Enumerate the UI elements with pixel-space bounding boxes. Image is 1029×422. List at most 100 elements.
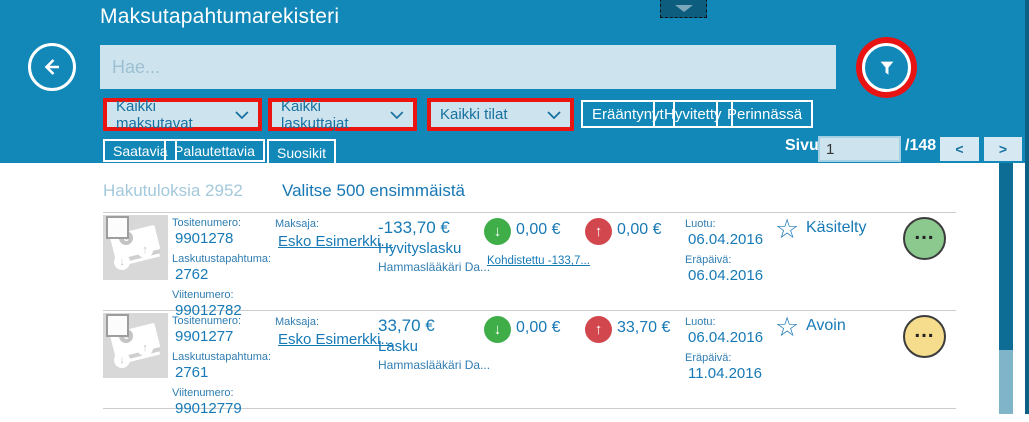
outgoing-amount: 33,70 €	[617, 319, 671, 336]
biller-name: Hammaslääkäri Da...	[378, 358, 491, 372]
dropdown-label: Kaikki laskuttajat	[281, 97, 349, 132]
tositenumero-value: 9901278	[175, 230, 234, 247]
erapaiva-value: 06.04.2016	[688, 267, 764, 284]
tositenumero-label: Tositenumero:	[172, 217, 242, 229]
viitenumero-label: Viitenumero:	[172, 289, 234, 301]
dropdown-laskuttajat[interactable]: Kaikki laskuttajat	[268, 97, 417, 132]
incoming-arrow-icon: ↓	[484, 316, 511, 343]
erapaiva-value: 11.04.2016	[688, 365, 762, 382]
filter-palautettavia-button[interactable]: Palautettavia	[164, 139, 265, 162]
chevron-down-icon	[390, 110, 404, 119]
arrow-up-coin-icon: ↑	[137, 242, 153, 258]
prev-page-button[interactable]: <	[940, 137, 979, 161]
dates-column: Luotu: 06.04.2016 Eräpäivä: 11.04.2016	[685, 315, 763, 387]
row-divider	[103, 310, 956, 311]
incoming-amount: 0,00 €	[516, 319, 561, 336]
row-checkbox[interactable]	[106, 216, 129, 239]
status-text: Avoin	[806, 317, 846, 334]
row-actions-button[interactable]: …	[903, 315, 946, 358]
invoice-amount: 33,70 €	[378, 316, 435, 335]
select-first-500-link[interactable]: Valitse 500 ensimmäistä	[282, 181, 465, 200]
viitenumero-label: Viitenumero:	[172, 387, 234, 399]
page-number-input[interactable]	[818, 136, 901, 162]
back-arrow-icon	[44, 59, 59, 75]
dropdown-tilat[interactable]: Kaikki tilat	[427, 98, 574, 131]
laskutustapahtuma-label: Laskutustapahtuma:	[172, 253, 272, 265]
filter-perinnassa-button[interactable]: Perinnässä	[716, 100, 814, 128]
back-button[interactable]	[28, 43, 76, 91]
arrow-up-coin-icon: ↑	[137, 340, 153, 356]
search-input[interactable]	[100, 45, 836, 89]
outgoing-arrow-icon: ↑	[585, 316, 612, 343]
dropdown-label: Kaikki tilat	[440, 106, 508, 123]
payer-column: Maksaja: Esko Esimerkki...	[275, 315, 393, 349]
luotu-label: Luotu:	[685, 316, 716, 328]
laskutustapahtuma-value: 2762	[175, 266, 209, 283]
tositenumero-value: 9901277	[175, 328, 234, 345]
incoming-amount: 0,00 €	[516, 221, 561, 238]
kohdistettu-link[interactable]: Kohdistettu -133,7...	[487, 255, 590, 267]
amount-column: 33,70 € Lasku Hammaslääkäri Da...	[378, 316, 490, 373]
filter-saatavia-button[interactable]: Saatavia	[103, 139, 178, 162]
ellipsis-icon: …	[913, 221, 936, 244]
dropdown-maksutavat[interactable]: Kaikki maksutavat	[103, 97, 262, 132]
filter-button[interactable]	[862, 43, 911, 92]
payer-link[interactable]: Esko Esimerkki...	[278, 233, 394, 250]
amount-column: -133,70 € Hyvityslasku Hammaslääkäri Da.…	[378, 218, 490, 275]
viitenumero-value: 99012779	[175, 400, 242, 417]
erapaiva-label: Eräpäivä:	[685, 352, 732, 364]
row-divider	[103, 212, 956, 213]
transaction-row: € ↑ ↓ Tositenumero: 9901277 Laskutustapa…	[0, 311, 1029, 417]
next-page-button[interactable]: >	[984, 137, 1022, 161]
filter-eraantynyt-button[interactable]: Erääntynyt	[581, 100, 675, 128]
payer-link[interactable]: Esko Esimerkki...	[278, 331, 394, 348]
invoice-type: Lasku	[378, 338, 419, 355]
biller-name: Hammaslääkäri Da...	[378, 260, 491, 274]
viitenumero-value: 99012782	[175, 302, 242, 319]
dropdown-label: Kaikki maksutavat	[116, 97, 193, 132]
document-details-column: Tositenumero: 9901278 Laskutustapahtuma:…	[172, 216, 271, 324]
erapaiva-label: Eräpäivä:	[685, 254, 732, 266]
arrow-down-coin-icon: ↓	[114, 352, 130, 368]
page-label: Sivu	[785, 137, 819, 154]
arrow-down-coin-icon: ↓	[114, 254, 130, 270]
tositenumero-label: Tositenumero:	[172, 315, 242, 327]
filter-hyvitetty-button[interactable]: Hyvitetty	[653, 100, 733, 128]
window-edge-strip	[1025, 0, 1029, 414]
chevron-down-icon	[235, 110, 249, 119]
invoice-type: Hyvityslasku	[378, 240, 462, 257]
transaction-row: € ↑ ↓ Tositenumero: 9901278 Laskutustapa…	[0, 213, 1029, 319]
vertical-scrollbar-thumb[interactable]	[999, 163, 1013, 350]
page-total: /148	[905, 137, 937, 154]
filter-suosikit-button[interactable]: Suosikit	[267, 139, 337, 167]
favorite-star-icon[interactable]: ☆	[775, 312, 800, 342]
payer-column: Maksaja: Esko Esimerkki...	[275, 217, 393, 251]
invoice-amount: -133,70 €	[378, 218, 450, 237]
row-checkbox[interactable]	[106, 314, 129, 337]
laskutustapahtuma-label: Laskutustapahtuma:	[172, 351, 272, 363]
appbar-toggle-button[interactable]	[660, 0, 707, 18]
row-actions-button[interactable]: …	[903, 217, 946, 260]
top-bar: Maksutapahtumarekisteri Kaikki maksutava…	[0, 0, 1029, 167]
luotu-label: Luotu:	[685, 218, 716, 230]
maksaja-label: Maksaja:	[275, 316, 320, 328]
page-title: Maksutapahtumarekisteri	[100, 5, 340, 28]
luotu-value: 06.04.2016	[688, 231, 764, 248]
chevron-down-icon	[547, 110, 561, 119]
laskutustapahtuma-value: 2761	[175, 364, 209, 381]
ellipsis-icon: …	[913, 319, 936, 342]
document-details-column: Tositenumero: 9901277 Laskutustapahtuma:…	[172, 314, 271, 422]
favorite-star-icon[interactable]: ☆	[775, 214, 800, 244]
filter-funnel-icon	[880, 61, 893, 75]
status-text: Käsitelty	[806, 219, 867, 236]
luotu-value: 06.04.2016	[688, 329, 764, 346]
outgoing-arrow-icon: ↑	[585, 218, 612, 245]
results-count: Hakutuloksia 2952	[103, 181, 243, 200]
dates-column: Luotu: 06.04.2016 Eräpäivä: 06.04.2016	[685, 217, 763, 289]
vertical-scrollbar-track[interactable]	[999, 350, 1013, 414]
incoming-arrow-icon: ↓	[484, 218, 511, 245]
transaction-thumbnail: € ↑ ↓	[103, 313, 168, 378]
row-divider	[103, 408, 956, 409]
outgoing-amount: 0,00 €	[617, 221, 662, 238]
maksaja-label: Maksaja:	[275, 218, 320, 230]
